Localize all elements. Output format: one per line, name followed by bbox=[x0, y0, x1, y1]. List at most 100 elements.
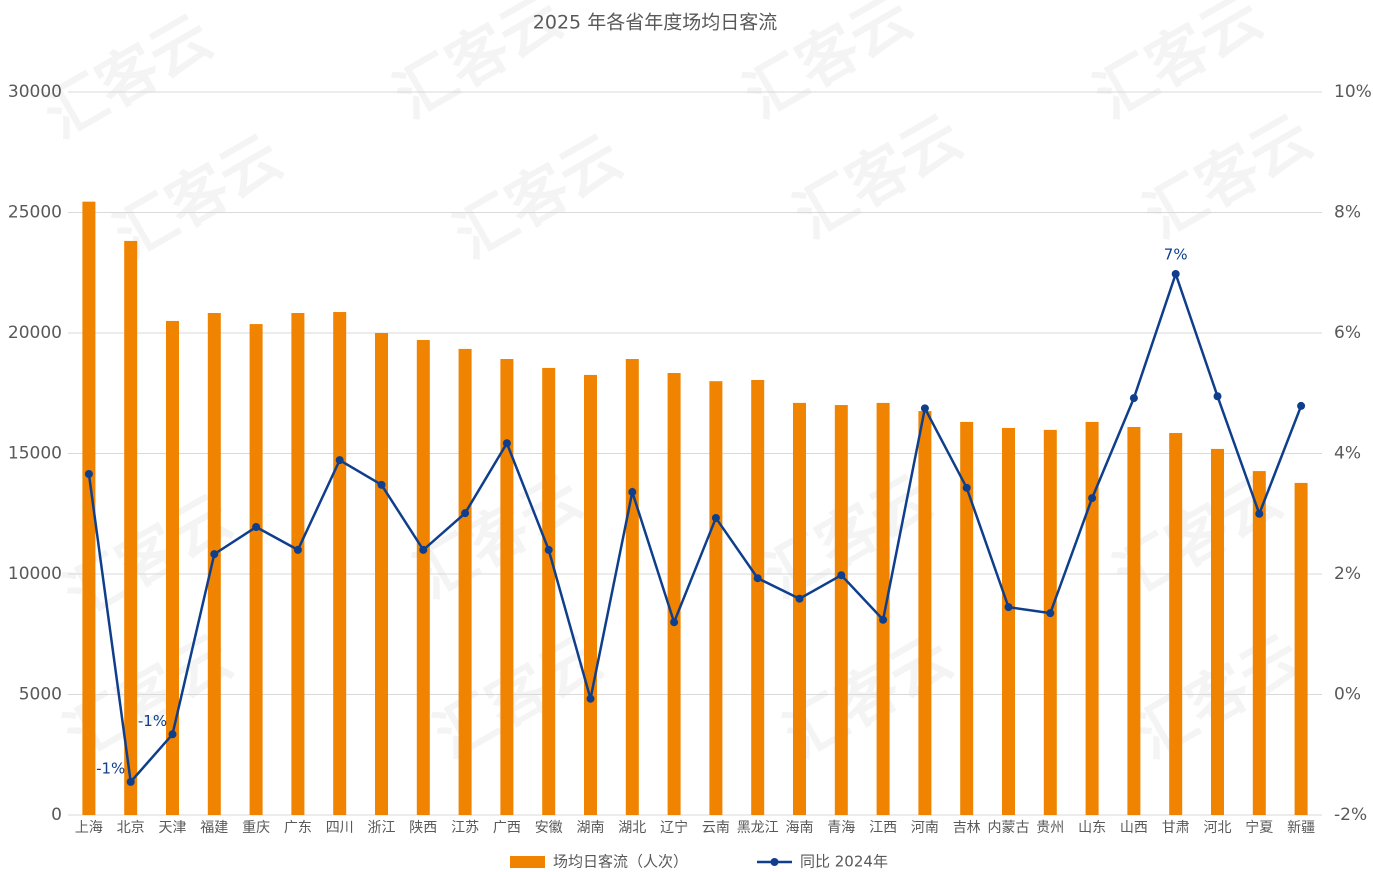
x-tick-label: 甘肃 bbox=[1162, 820, 1190, 836]
x-tick-label: 湖南 bbox=[577, 820, 605, 836]
legend-label: 同比 2024年 bbox=[800, 853, 888, 871]
x-tick-label: 浙江 bbox=[368, 820, 396, 836]
point bbox=[84, 469, 93, 478]
x-tick-label: 吉林 bbox=[953, 820, 981, 836]
data-label: -1% bbox=[138, 712, 167, 730]
line bbox=[87, 270, 1303, 785]
x-tick-label: 黑龙江 bbox=[737, 820, 779, 836]
x-tick-label: 天津 bbox=[159, 820, 187, 836]
bar bbox=[207, 312, 221, 815]
y2-tick-label: 4% bbox=[1334, 444, 1361, 464]
watermark: 汇客云 bbox=[403, 462, 594, 613]
watermark: 汇客云 bbox=[1083, 0, 1274, 132]
bar bbox=[834, 405, 848, 815]
point bbox=[1129, 394, 1138, 403]
point bbox=[1046, 609, 1055, 618]
bar bbox=[1252, 471, 1266, 815]
bar bbox=[1002, 427, 1015, 815]
point bbox=[1088, 494, 1097, 503]
y2-tick-label: -2% bbox=[1334, 805, 1367, 825]
x-tick-label: 湖北 bbox=[618, 820, 646, 836]
point bbox=[670, 618, 679, 627]
x-tick-label: 上海 bbox=[75, 820, 103, 836]
x-tick-label: 河北 bbox=[1204, 820, 1232, 836]
y-tick-label: 0 bbox=[51, 805, 62, 825]
bar bbox=[584, 374, 597, 815]
y-tick-label: 10000 bbox=[8, 564, 62, 584]
x-tick-label: 江苏 bbox=[451, 820, 479, 836]
x-tick-label: 北京 bbox=[117, 820, 145, 836]
point bbox=[335, 456, 344, 465]
bar bbox=[416, 339, 430, 815]
bar bbox=[1043, 429, 1057, 815]
y2-tick-label: 10% bbox=[1334, 82, 1372, 102]
bar bbox=[1085, 421, 1099, 815]
x-tick-label: 陕西 bbox=[409, 820, 437, 836]
x-tick-label: 内蒙古 bbox=[988, 820, 1030, 836]
point bbox=[837, 571, 846, 580]
bar bbox=[667, 373, 681, 815]
data-label: -1% bbox=[96, 759, 125, 777]
y-tick-label: 30000 bbox=[8, 82, 62, 102]
bar bbox=[793, 402, 806, 815]
x-tick-label: 广东 bbox=[284, 820, 312, 836]
point bbox=[795, 594, 804, 603]
point bbox=[544, 545, 553, 554]
legend-label: 场均日客流（人次） bbox=[553, 853, 688, 871]
point bbox=[962, 483, 971, 492]
x-tick-label: 重庆 bbox=[242, 820, 270, 836]
y-tick-label: 25000 bbox=[8, 203, 62, 223]
x-tick-label: 云南 bbox=[702, 820, 730, 836]
x-tick-label: 福建 bbox=[200, 820, 228, 836]
x-tick-label: 四川 bbox=[326, 820, 354, 836]
point bbox=[711, 513, 720, 522]
point bbox=[586, 694, 595, 703]
watermark: 汇客云 bbox=[443, 122, 634, 273]
point bbox=[168, 730, 177, 739]
watermark: 汇客云 bbox=[783, 102, 974, 253]
bar bbox=[876, 402, 890, 815]
point bbox=[126, 777, 135, 786]
bar bbox=[751, 379, 765, 815]
watermark: 汇客云 bbox=[1133, 102, 1324, 253]
data-label: 7% bbox=[1164, 245, 1188, 263]
point bbox=[753, 574, 762, 583]
x-tick-label: 山西 bbox=[1120, 820, 1148, 836]
point bbox=[920, 404, 929, 413]
point bbox=[377, 480, 386, 489]
point bbox=[419, 545, 428, 554]
point bbox=[461, 509, 470, 518]
bar bbox=[333, 312, 347, 815]
x-tick-label: 山东 bbox=[1078, 820, 1106, 836]
x-tick-label: 新疆 bbox=[1287, 820, 1315, 836]
x-tick-label: 安徽 bbox=[535, 820, 563, 836]
point bbox=[1297, 401, 1306, 410]
legend-swatch bbox=[510, 856, 545, 868]
y2-tick-label: 0% bbox=[1334, 685, 1361, 705]
chart-title: 2025 年各省年度场均日客流 bbox=[533, 12, 777, 34]
point bbox=[1213, 392, 1222, 401]
bar bbox=[625, 359, 639, 815]
point bbox=[1255, 509, 1264, 518]
bar bbox=[291, 312, 305, 815]
point bbox=[1004, 603, 1013, 612]
bar bbox=[960, 421, 974, 815]
bar bbox=[1169, 433, 1183, 815]
bar bbox=[918, 411, 932, 815]
point bbox=[628, 488, 637, 497]
bar bbox=[1294, 482, 1308, 815]
x-tick-label: 青海 bbox=[827, 820, 855, 836]
bar bbox=[500, 359, 514, 815]
y-tick-label: 20000 bbox=[8, 323, 62, 343]
x-tick-label: 宁夏 bbox=[1245, 819, 1273, 836]
bar bbox=[542, 367, 556, 815]
y2-tick-label: 6% bbox=[1334, 323, 1361, 343]
bar bbox=[1211, 448, 1224, 815]
bar bbox=[1127, 426, 1141, 815]
x-tick-label: 河南 bbox=[911, 820, 939, 836]
bar bbox=[166, 320, 179, 815]
point bbox=[252, 523, 261, 532]
point bbox=[210, 550, 219, 559]
x-tick-label: 辽宁 bbox=[660, 819, 688, 836]
